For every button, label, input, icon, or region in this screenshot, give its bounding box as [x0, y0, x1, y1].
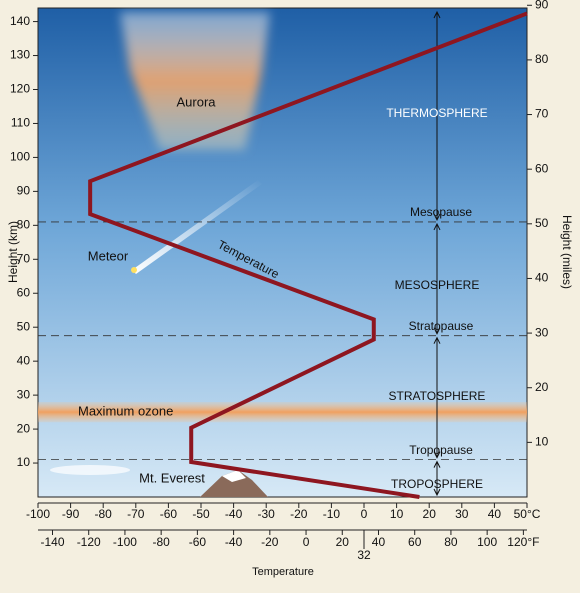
ozone-band	[38, 401, 527, 423]
x2-tick-label: 40	[372, 535, 386, 549]
y-tick-label: 90	[17, 184, 31, 198]
meteor-trail	[132, 180, 262, 274]
y2-tick-label: 90	[535, 0, 549, 11]
x-tick-label: 40	[488, 507, 502, 521]
ozone-label: Maximum ozone	[78, 404, 173, 419]
x2-tick-label: -60	[189, 535, 207, 549]
x-tick-label: -30	[258, 507, 276, 521]
y-tick-label: 140	[10, 14, 30, 28]
arrow-head	[433, 460, 441, 468]
x-tick-label: -10	[323, 507, 341, 521]
y2-tick-label: 30	[535, 325, 549, 339]
plot: Maximum ozone Mesopause Stratopause Tropopa…	[38, 10, 528, 499]
x2-tick-label: -120	[77, 535, 101, 549]
y2-tick-label: 50	[535, 216, 549, 230]
x2-tick-label: -40	[225, 535, 243, 549]
x2-tick-label: -20	[261, 535, 279, 549]
boundary-label: Mesopause	[410, 205, 472, 219]
x-tick-label: -90	[62, 507, 80, 521]
y-tick-label: 40	[17, 353, 31, 367]
aurora-shape	[120, 12, 270, 150]
y2-tick-label: 10	[535, 435, 549, 449]
layer-label: STRATOSPHERE	[389, 389, 486, 403]
annotation: Aurora	[176, 94, 216, 109]
y2-tick-label: 70	[535, 107, 549, 121]
y2-axis-title: Height (miles)	[560, 215, 574, 289]
arrow-head	[433, 336, 441, 344]
meteor	[131, 267, 137, 273]
x-tick-label: -100	[26, 507, 50, 521]
y2-tick-label: 80	[535, 52, 549, 66]
x2-tick-label: -100	[113, 535, 137, 549]
layer-label: TROPOSPHERE	[391, 477, 483, 491]
boundary-label: Stratopause	[409, 319, 474, 333]
x-tick-label: -80	[95, 507, 113, 521]
y-tick-label: 50	[17, 319, 31, 333]
y2-tick-label: 20	[535, 380, 549, 394]
x-tick-label: 10	[390, 507, 404, 521]
arrow-head	[433, 222, 441, 231]
arrow-head	[433, 451, 441, 459]
x-tick-label: -20	[290, 507, 308, 521]
x2-tick-label: 60	[408, 535, 422, 549]
y-tick-label: 100	[10, 150, 30, 164]
arrow-head	[433, 488, 441, 497]
temperature-line	[88, 11, 528, 499]
x-tick-label: -40	[225, 507, 243, 521]
x-axis-title: Temperature	[252, 566, 314, 578]
arrow-head	[433, 10, 441, 19]
mountain-snow	[222, 470, 246, 482]
y-tick-label: 60	[17, 285, 31, 299]
x2-tick-label: 120°F	[507, 535, 539, 549]
x-tick-label: -60	[160, 507, 178, 521]
arrow-head	[433, 327, 441, 335]
x-tick-label: -70	[127, 507, 145, 521]
x2-tick-label: 20	[336, 535, 350, 549]
layer-label: MESOSPHERE	[395, 278, 480, 292]
y-tick-label: 30	[17, 387, 31, 401]
y2-tick-label: 60	[535, 161, 549, 175]
y-tick-label: 120	[10, 82, 30, 96]
x2-tick-label: 0	[303, 535, 310, 549]
cloud	[50, 465, 130, 475]
x-tick-label: 0	[361, 507, 368, 521]
y-tick-label: 130	[10, 48, 30, 62]
x-tick-label: 50°C	[514, 507, 541, 521]
boundary-label: Tropopause	[409, 443, 473, 457]
y-axis-title: Height (km)	[6, 221, 20, 283]
annotation: Mt. Everest	[139, 470, 205, 485]
annotation: Meteor	[88, 248, 129, 263]
mountain	[200, 470, 268, 497]
x2-tick-label: 80	[444, 535, 458, 549]
y-tick-label: 10	[17, 455, 31, 469]
arrow-head	[433, 213, 441, 222]
y-tick-label: 80	[17, 218, 31, 232]
y2-tick-label: 40	[535, 271, 549, 285]
freezing-tick-label: 32	[357, 548, 371, 562]
x-tick-label: -50	[192, 507, 210, 521]
x-tick-label: 20	[423, 507, 437, 521]
x-tick-label: 30	[455, 507, 469, 521]
x2-tick-label: 100	[477, 535, 497, 549]
x2-tick-label: -140	[40, 535, 64, 549]
y-tick-label: 110	[11, 116, 30, 130]
x2-tick-label: -80	[152, 535, 170, 549]
layer-label: THERMOSPHERE	[386, 106, 487, 120]
y-tick-label: 70	[17, 251, 31, 265]
y-tick-label: 20	[17, 421, 31, 435]
